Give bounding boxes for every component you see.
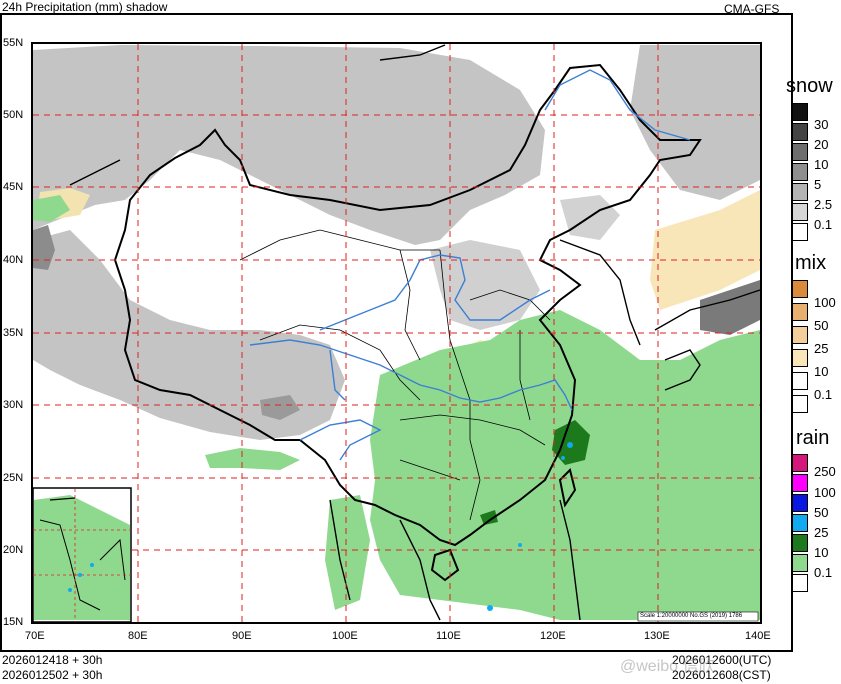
snow-swatch — [792, 163, 808, 181]
mix-swatch — [792, 326, 808, 344]
mix-swatch — [792, 395, 808, 413]
lon-label: 80E — [128, 630, 148, 642]
province-boundaries — [239, 229, 551, 521]
rain-swatch — [792, 454, 808, 472]
mix-level: 25 — [814, 341, 829, 356]
snow-level: 10 — [814, 157, 829, 172]
rain-swatch — [792, 514, 808, 532]
inset-map — [32, 487, 132, 623]
legend-snow-title: snow — [786, 75, 833, 97]
snow-areas — [33, 45, 760, 440]
mix-level: 50 — [814, 318, 829, 333]
snow-swatch — [792, 183, 808, 201]
lat-label: 40N — [3, 254, 24, 266]
rain-level: 50 — [814, 505, 829, 520]
watermark: @weibo 信欣 — [620, 658, 715, 675]
legend-rain-title: rain — [796, 427, 830, 449]
legend-mix-title: mix — [795, 252, 827, 274]
rain-swatch — [792, 574, 808, 592]
rain-swatch — [792, 554, 808, 572]
rain-level: 100 — [814, 485, 836, 500]
valid-time-cst: 2026012608(CST) — [672, 668, 771, 682]
snow-swatch — [792, 203, 808, 221]
valid-time-utc: 2026012600(UTC) — [672, 653, 772, 667]
rain-swatch — [792, 494, 808, 512]
lat-label: 25N — [3, 472, 24, 484]
graticule — [33, 44, 760, 622]
lat-label: 30N — [3, 399, 24, 411]
mix-level: 10 — [814, 364, 829, 379]
lon-label: 120E — [540, 630, 566, 642]
rain-level: 250 — [814, 464, 836, 479]
lat-label: 50N — [3, 109, 24, 121]
lat-label: 45N — [3, 181, 24, 193]
snow-level: 2.5 — [814, 197, 833, 212]
mix-swatch — [792, 372, 808, 390]
rain-heavy — [487, 442, 573, 611]
init-time-utc: 2026012418 + 30h — [2, 653, 103, 667]
coastlines — [69, 44, 761, 621]
lat-label: 55N — [3, 37, 24, 49]
mix-level: 100 — [814, 295, 836, 310]
lon-label: 70E — [25, 630, 45, 642]
lon-label: 130E — [644, 630, 670, 642]
country-boundaries — [113, 63, 702, 582]
lat-label: 20N — [3, 544, 24, 556]
model-name: CMA-GFS — [724, 2, 780, 16]
snow-swatch — [792, 143, 808, 161]
snow-level: 20 — [814, 137, 829, 152]
rain-swatch — [792, 474, 808, 492]
snow-swatch — [792, 223, 808, 241]
snow-level: 30 — [814, 117, 829, 132]
lon-label: 140E — [745, 630, 771, 642]
snow-level: 0.1 — [814, 217, 833, 232]
rain-level: 10 — [814, 545, 829, 560]
lat-label: 35N — [3, 327, 24, 339]
scale-note: Scale 1:20000000 No.GS (2019) 1786 — [640, 613, 743, 619]
mix-swatch — [792, 280, 808, 298]
rain-level: 25 — [814, 525, 829, 540]
chart-title: 24h Precipitation (mm) shadow — [2, 0, 168, 14]
init-time-cst: 2026012502 + 30h — [2, 668, 103, 682]
rain-swatch — [792, 534, 808, 552]
snow-heavy — [33, 225, 760, 420]
lat-label: 15N — [3, 616, 24, 628]
lon-label: 110E — [436, 630, 461, 642]
mix-swatch — [792, 303, 808, 321]
snow-level: 5 — [814, 177, 822, 192]
snow-swatch — [792, 123, 808, 141]
rain-level: 0.1 — [814, 565, 833, 580]
mix-swatch — [792, 349, 808, 367]
mix-level: 0.1 — [814, 387, 833, 402]
lon-label: 90E — [232, 630, 252, 642]
snow-swatch — [792, 103, 808, 121]
lon-label: 100E — [332, 630, 358, 642]
